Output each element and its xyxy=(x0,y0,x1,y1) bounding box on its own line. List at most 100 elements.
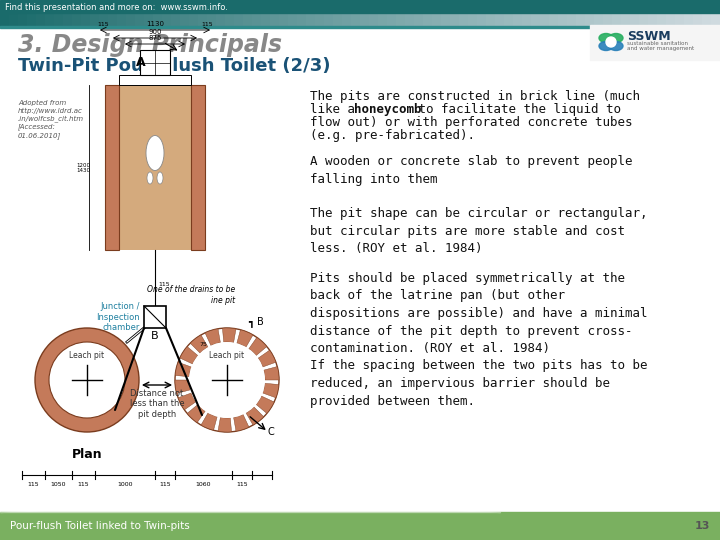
Ellipse shape xyxy=(157,172,163,184)
Bar xyxy=(423,13,433,26)
Bar xyxy=(9,13,19,26)
Bar xyxy=(105,85,119,250)
Bar xyxy=(666,13,676,26)
Bar xyxy=(72,13,82,26)
Bar xyxy=(119,85,191,250)
Text: 115: 115 xyxy=(159,482,171,487)
Bar xyxy=(396,13,406,26)
Text: 115: 115 xyxy=(201,22,213,27)
Bar xyxy=(243,13,253,26)
Bar xyxy=(117,13,127,26)
Text: 1000: 1000 xyxy=(117,482,132,487)
Bar xyxy=(126,13,136,26)
Text: (e.g. pre-fabricated).: (e.g. pre-fabricated). xyxy=(310,129,475,142)
Bar xyxy=(252,13,262,26)
Text: C: C xyxy=(268,427,275,437)
Text: 1060: 1060 xyxy=(195,482,211,487)
Bar xyxy=(594,13,604,26)
Bar xyxy=(477,13,487,26)
Wedge shape xyxy=(175,362,192,377)
Bar xyxy=(90,13,100,26)
Wedge shape xyxy=(233,414,249,431)
Bar xyxy=(108,13,118,26)
Circle shape xyxy=(49,342,125,418)
Text: ┓ B: ┓ B xyxy=(248,316,264,327)
Ellipse shape xyxy=(146,136,164,171)
Ellipse shape xyxy=(609,42,623,51)
Bar xyxy=(140,50,170,75)
Bar xyxy=(234,13,244,26)
Bar xyxy=(711,13,720,26)
Bar xyxy=(144,13,154,26)
Text: The pit shape can be circular or rectangular,
but circular pits are more stable : The pit shape can be circular or rectang… xyxy=(310,207,647,255)
Text: 3. Design Principals: 3. Design Principals xyxy=(18,33,282,57)
Bar xyxy=(459,13,469,26)
Text: Pour-flush Toilet linked to Twin-pits: Pour-flush Toilet linked to Twin-pits xyxy=(10,521,190,531)
Text: sustainable sanitation
and water management: sustainable sanitation and water managem… xyxy=(627,40,694,51)
Bar xyxy=(63,13,73,26)
Bar xyxy=(387,13,397,26)
Bar xyxy=(180,13,190,26)
Bar xyxy=(432,13,442,26)
Bar xyxy=(540,13,550,26)
Text: 115: 115 xyxy=(158,281,170,287)
Text: flow out) or with perforated concrete tubes: flow out) or with perforated concrete tu… xyxy=(310,116,632,129)
Wedge shape xyxy=(263,383,279,398)
Bar xyxy=(495,13,505,26)
Text: 875: 875 xyxy=(148,35,162,41)
Bar xyxy=(225,13,235,26)
Text: honeycomb: honeycomb xyxy=(354,103,422,116)
Bar xyxy=(99,13,109,26)
Bar xyxy=(306,13,316,26)
Bar xyxy=(702,13,712,26)
Bar xyxy=(621,13,631,26)
Bar xyxy=(567,13,577,26)
Bar xyxy=(191,85,205,250)
Text: 13: 13 xyxy=(695,521,710,531)
Bar xyxy=(324,13,334,26)
Bar xyxy=(45,13,55,26)
Bar xyxy=(0,13,10,26)
Bar xyxy=(486,13,496,26)
Bar xyxy=(612,13,622,26)
Bar xyxy=(171,13,181,26)
Wedge shape xyxy=(205,329,220,346)
Bar xyxy=(18,13,28,26)
Bar xyxy=(207,13,217,26)
Bar xyxy=(414,13,424,26)
Bar xyxy=(119,75,191,85)
Wedge shape xyxy=(237,330,253,347)
Wedge shape xyxy=(246,407,264,425)
Text: Adopted from
http://www.ldrd.ac
.in/wolfcsb_cit.htm
[Accessed:
01.06.2010]: Adopted from http://www.ldrd.ac .in/wolf… xyxy=(18,100,84,139)
Bar xyxy=(288,13,298,26)
Bar xyxy=(657,13,667,26)
Wedge shape xyxy=(187,404,205,423)
Bar xyxy=(513,13,523,26)
Text: 115: 115 xyxy=(97,22,109,27)
Wedge shape xyxy=(264,367,279,380)
Text: Leach pit: Leach pit xyxy=(69,351,104,360)
Bar xyxy=(261,13,271,26)
Bar xyxy=(639,13,649,26)
Text: 1050: 1050 xyxy=(50,482,66,487)
Text: A: A xyxy=(136,57,146,70)
Wedge shape xyxy=(218,417,232,432)
Wedge shape xyxy=(190,335,208,353)
Text: 115: 115 xyxy=(27,482,39,487)
Text: Leach pit: Leach pit xyxy=(210,351,245,360)
Text: 115: 115 xyxy=(236,482,248,487)
Bar xyxy=(531,13,541,26)
Text: The pits are constructed in brick line (much: The pits are constructed in brick line (… xyxy=(310,90,640,103)
Bar xyxy=(198,13,208,26)
Bar xyxy=(684,13,694,26)
Text: Junction /
Inspection
chamber: Junction / Inspection chamber xyxy=(96,302,140,332)
Bar xyxy=(0,0,720,13)
Text: 1130: 1130 xyxy=(146,21,164,27)
Circle shape xyxy=(189,342,265,418)
Bar xyxy=(590,25,720,60)
Text: Twin-Pit Pour-Flush Toilet (2/3): Twin-Pit Pour-Flush Toilet (2/3) xyxy=(18,57,330,75)
Bar xyxy=(585,13,595,26)
Bar xyxy=(648,13,658,26)
Ellipse shape xyxy=(599,33,613,43)
Circle shape xyxy=(606,37,616,47)
